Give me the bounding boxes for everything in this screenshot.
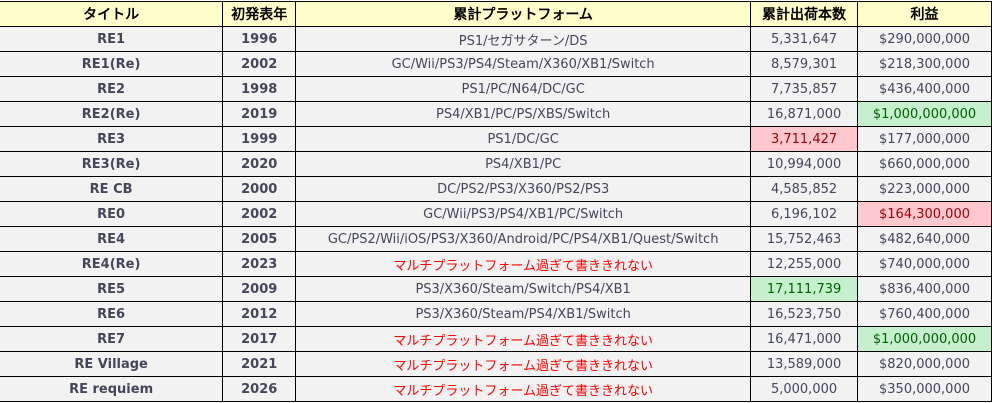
year-cell[interactable]: 2009 bbox=[222, 276, 297, 302]
title-cell[interactable]: RE CB bbox=[0, 176, 224, 202]
year-cell[interactable]: 1999 bbox=[222, 126, 297, 152]
table-row: RE2(Re) 2019 PS4/XB1/PC/PS/XBS/Switch 16,87… bbox=[0, 101, 992, 127]
profit-cell[interactable]: $820,000,000 bbox=[857, 351, 992, 377]
year-cell[interactable]: 2020 bbox=[222, 151, 297, 177]
profit-cell[interactable]: $1,000,000,000 bbox=[857, 101, 992, 127]
platforms-cell[interactable]: PS4/XB1/PC/PS/XBS/Switch bbox=[295, 101, 752, 127]
year-cell[interactable]: 2026 bbox=[222, 376, 297, 402]
title-cell[interactable]: RE7 bbox=[0, 326, 224, 352]
profit-cell[interactable]: $760,400,000 bbox=[857, 301, 992, 327]
table-row: RE6 2012 PS3/X360/Steam/PS4/XB1/Switch 16,5… bbox=[0, 301, 992, 327]
table-row: RE requiem 2026 マルチプラットフォーム過ぎて書ききれない 5,000,… bbox=[0, 376, 992, 402]
shipments-cell[interactable]: 13,589,000 bbox=[750, 351, 859, 377]
platforms-cell[interactable]: GC/Wii/PS3/PS4/Steam/X360/XB1/Switch bbox=[295, 51, 752, 77]
title-cell[interactable]: RE5 bbox=[0, 276, 224, 302]
platforms-cell[interactable]: マルチプラットフォーム過ぎて書ききれない bbox=[295, 326, 752, 352]
platforms-cell[interactable]: マルチプラットフォーム過ぎて書ききれない bbox=[295, 376, 752, 402]
table-row: RE3(Re) 2020 PS4/XB1/PC 10,994,000 $660,000,… bbox=[0, 151, 992, 177]
platforms-cell[interactable]: PS1/PC/N64/DC/GC bbox=[295, 76, 752, 102]
table-row: RE1 1996 PS1/セガサターン/DS 5,331,647 $290,000,00… bbox=[0, 26, 992, 52]
table-row: RE2 1998 PS1/PC/N64/DC/GC 7,735,857 $436,400… bbox=[0, 76, 992, 102]
shipments-cell[interactable]: 17,111,739 bbox=[750, 276, 859, 302]
shipments-cell[interactable]: 7,735,857 bbox=[750, 76, 859, 102]
table-row: RE CB 2000 DC/PS2/PS3/X360/PS2/PS3 4,585,85… bbox=[0, 176, 992, 202]
platforms-cell[interactable]: PS4/XB1/PC bbox=[295, 151, 752, 177]
year-cell[interactable]: 1998 bbox=[222, 76, 297, 102]
table-row: RE4 2005 GC/PS2/Wii/iOS/PS3/X360/Android/P… bbox=[0, 226, 992, 252]
title-cell[interactable]: RE1(Re) bbox=[0, 51, 224, 77]
header-profit[interactable]: 利益 bbox=[857, 1, 992, 27]
title-cell[interactable]: RE4(Re) bbox=[0, 251, 224, 277]
title-cell[interactable]: RE2 bbox=[0, 76, 224, 102]
shipments-cell[interactable]: 16,871,000 bbox=[750, 101, 859, 127]
table-row: RE3 1999 PS1/DC/GC 3,711,427 $177,000,000 bbox=[0, 126, 992, 152]
shipments-cell[interactable]: 4,585,852 bbox=[750, 176, 859, 202]
title-cell[interactable]: RE6 bbox=[0, 301, 224, 327]
year-cell[interactable]: 2023 bbox=[222, 251, 297, 277]
year-cell[interactable]: 2019 bbox=[222, 101, 297, 127]
header-platforms[interactable]: 累計プラットフォーム bbox=[295, 1, 752, 27]
year-cell[interactable]: 2017 bbox=[222, 326, 297, 352]
title-cell[interactable]: RE4 bbox=[0, 226, 224, 252]
profit-cell[interactable]: $740,000,000 bbox=[857, 251, 992, 277]
table-row: RE Village 2021 マルチプラットフォーム過ぎて書ききれない 13,589… bbox=[0, 351, 992, 377]
platforms-cell[interactable]: マルチプラットフォーム過ぎて書ききれない bbox=[295, 351, 752, 377]
year-cell[interactable]: 2021 bbox=[222, 351, 297, 377]
profit-cell[interactable]: $660,000,000 bbox=[857, 151, 992, 177]
platforms-cell[interactable]: GC/Wii/PS3/PS4/XB1/PC/Switch bbox=[295, 201, 752, 227]
title-cell[interactable]: RE3(Re) bbox=[0, 151, 224, 177]
year-cell[interactable]: 2012 bbox=[222, 301, 297, 327]
shipments-cell[interactable]: 16,471,000 bbox=[750, 326, 859, 352]
year-cell[interactable]: 2000 bbox=[222, 176, 297, 202]
platforms-cell[interactable]: DC/PS2/PS3/X360/PS2/PS3 bbox=[295, 176, 752, 202]
title-cell[interactable]: RE requiem bbox=[0, 376, 224, 402]
header-shipments[interactable]: 累計出荷本数 bbox=[750, 1, 859, 27]
platforms-cell[interactable]: GC/PS2/Wii/iOS/PS3/X360/Android/PC/PS4/X… bbox=[295, 226, 752, 252]
shipments-cell[interactable]: 16,523,750 bbox=[750, 301, 859, 327]
profit-cell[interactable]: $482,640,000 bbox=[857, 226, 992, 252]
title-cell[interactable]: RE0 bbox=[0, 201, 224, 227]
year-cell[interactable]: 1996 bbox=[222, 26, 297, 52]
profit-cell[interactable]: $223,000,000 bbox=[857, 176, 992, 202]
title-cell[interactable]: RE2(Re) bbox=[0, 101, 224, 127]
profit-cell[interactable]: $350,000,000 bbox=[857, 376, 992, 402]
table-row: RE0 2002 GC/Wii/PS3/PS4/XB1/PC/Switch 6,196… bbox=[0, 201, 992, 227]
platforms-cell[interactable]: マルチプラットフォーム過ぎて書ききれない bbox=[295, 251, 752, 277]
platforms-cell[interactable]: PS3/X360/Steam/PS4/XB1/Switch bbox=[295, 301, 752, 327]
profit-cell[interactable]: $436,400,000 bbox=[857, 76, 992, 102]
title-cell[interactable]: RE3 bbox=[0, 126, 224, 152]
profit-cell[interactable]: $164,300,000 bbox=[857, 201, 992, 227]
shipments-cell[interactable]: 5,331,647 bbox=[750, 26, 859, 52]
profit-cell[interactable]: $290,000,000 bbox=[857, 26, 992, 52]
shipments-cell[interactable]: 15,752,463 bbox=[750, 226, 859, 252]
platforms-cell[interactable]: PS3/X360/Steam/Switch/PS4/XB1 bbox=[295, 276, 752, 302]
shipments-cell[interactable]: 8,579,301 bbox=[750, 51, 859, 77]
shipments-cell[interactable]: 10,994,000 bbox=[750, 151, 859, 177]
shipments-cell[interactable]: 5,000,000 bbox=[750, 376, 859, 402]
header-title[interactable]: タイトル bbox=[0, 1, 224, 27]
table-row: RE4(Re) 2023 マルチプラットフォーム過ぎて書ききれない 12,255,00… bbox=[0, 251, 992, 277]
title-cell[interactable]: RE Village bbox=[0, 351, 224, 377]
header-year[interactable]: 初発表年 bbox=[222, 1, 297, 27]
title-cell[interactable]: RE1 bbox=[0, 26, 224, 52]
shipments-cell[interactable]: 6,196,102 bbox=[750, 201, 859, 227]
platforms-cell[interactable]: PS1/DC/GC bbox=[295, 126, 752, 152]
profit-cell[interactable]: $1,000,000,000 bbox=[857, 326, 992, 352]
profit-cell[interactable]: $177,000,000 bbox=[857, 126, 992, 152]
table-row: RE1(Re) 2002 GC/Wii/PS3/PS4/Steam/X360/XB1… bbox=[0, 51, 992, 77]
shipments-cell[interactable]: 3,711,427 bbox=[750, 126, 859, 152]
table-row: RE5 2009 PS3/X360/Steam/Switch/PS4/XB1 17,1… bbox=[0, 276, 992, 302]
profit-cell[interactable]: $836,400,000 bbox=[857, 276, 992, 302]
shipments-cell[interactable]: 12,255,000 bbox=[750, 251, 859, 277]
table-row: RE7 2017 マルチプラットフォーム過ぎて書ききれない 16,471,000 $1,… bbox=[0, 326, 992, 352]
year-cell[interactable]: 2005 bbox=[222, 226, 297, 252]
year-cell[interactable]: 2002 bbox=[222, 201, 297, 227]
profit-cell[interactable]: $218,300,000 bbox=[857, 51, 992, 77]
header-row: タイトル 初発表年 累計プラットフォーム 累計出荷本数 利益 bbox=[0, 1, 992, 27]
platforms-cell[interactable]: PS1/セガサターン/DS bbox=[295, 26, 752, 52]
year-cell[interactable]: 2002 bbox=[222, 51, 297, 77]
